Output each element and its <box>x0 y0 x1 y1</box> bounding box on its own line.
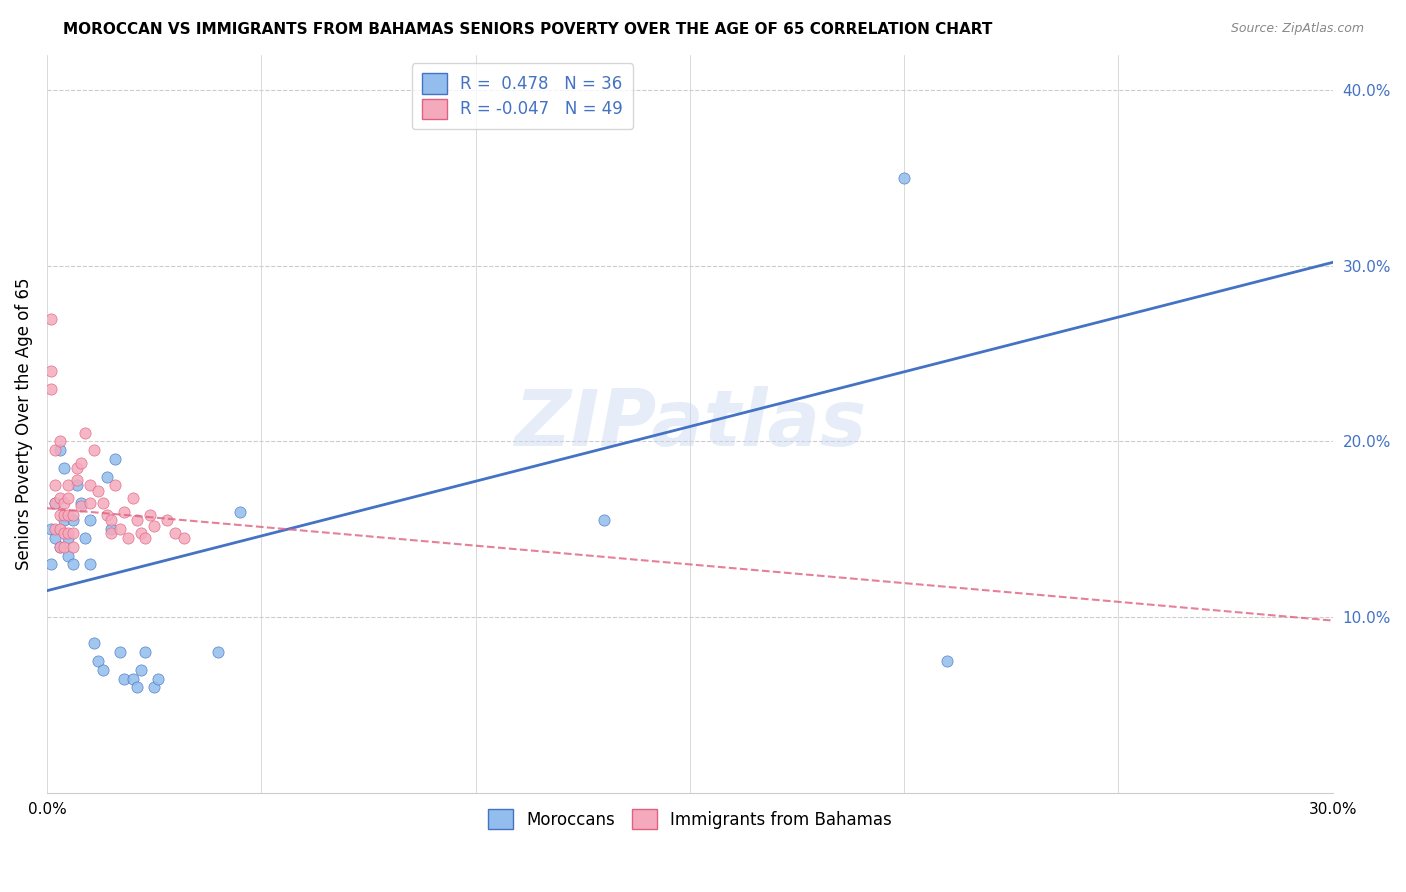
Point <box>134 645 156 659</box>
Point <box>112 505 135 519</box>
Point <box>593 513 616 527</box>
Point <box>48 508 70 523</box>
Point <box>58 491 80 505</box>
Point <box>70 496 93 510</box>
Point <box>91 496 114 510</box>
Point <box>156 513 179 527</box>
Point <box>129 663 152 677</box>
Point <box>62 525 84 540</box>
Point <box>58 549 80 563</box>
Y-axis label: Seniors Poverty Over the Age of 65: Seniors Poverty Over the Age of 65 <box>15 277 32 570</box>
Point <box>121 491 143 505</box>
Point <box>139 508 162 523</box>
Point <box>53 460 76 475</box>
Point <box>44 496 66 510</box>
Point <box>893 171 915 186</box>
Text: ZIPatlas: ZIPatlas <box>513 386 866 462</box>
Point <box>48 491 70 505</box>
Point <box>66 478 89 492</box>
Point <box>39 558 62 572</box>
Point <box>143 518 166 533</box>
Point <box>108 522 131 536</box>
Point <box>143 681 166 695</box>
Point <box>104 452 127 467</box>
Point <box>62 540 84 554</box>
Point <box>129 525 152 540</box>
Point <box>229 505 252 519</box>
Point <box>39 522 62 536</box>
Point <box>87 483 110 498</box>
Point <box>44 478 66 492</box>
Point <box>53 540 76 554</box>
Point <box>125 681 148 695</box>
Point <box>96 469 118 483</box>
Point <box>53 508 76 523</box>
Point <box>44 522 66 536</box>
Point <box>936 654 959 668</box>
Point <box>91 663 114 677</box>
Point <box>62 508 84 523</box>
Point <box>121 672 143 686</box>
Point <box>100 525 122 540</box>
Point <box>44 531 66 545</box>
Point <box>62 513 84 527</box>
Point <box>100 513 122 527</box>
Point <box>48 540 70 554</box>
Point <box>75 425 97 440</box>
Point <box>83 443 105 458</box>
Point <box>70 456 93 470</box>
Point <box>104 478 127 492</box>
Point <box>58 525 80 540</box>
Point <box>108 645 131 659</box>
Point <box>117 531 139 545</box>
Point <box>53 513 76 527</box>
Point <box>66 460 89 475</box>
Point <box>87 654 110 668</box>
Text: Source: ZipAtlas.com: Source: ZipAtlas.com <box>1230 22 1364 36</box>
Point <box>79 478 101 492</box>
Point <box>173 531 195 545</box>
Point <box>96 508 118 523</box>
Point <box>53 496 76 510</box>
Point <box>165 525 187 540</box>
Point <box>48 522 70 536</box>
Point <box>44 496 66 510</box>
Point <box>62 558 84 572</box>
Point <box>79 558 101 572</box>
Point <box>207 645 229 659</box>
Point <box>125 513 148 527</box>
Point <box>100 522 122 536</box>
Point <box>134 531 156 545</box>
Point <box>58 508 80 523</box>
Point <box>48 540 70 554</box>
Point <box>44 443 66 458</box>
Point <box>48 434 70 449</box>
Point <box>79 513 101 527</box>
Point <box>39 364 62 378</box>
Point <box>58 478 80 492</box>
Point <box>39 311 62 326</box>
Legend: Moroccans, Immigrants from Bahamas: Moroccans, Immigrants from Bahamas <box>481 802 898 836</box>
Point <box>83 636 105 650</box>
Text: MOROCCAN VS IMMIGRANTS FROM BAHAMAS SENIORS POVERTY OVER THE AGE OF 65 CORRELATI: MOROCCAN VS IMMIGRANTS FROM BAHAMAS SENI… <box>63 22 993 37</box>
Point <box>75 531 97 545</box>
Point <box>70 500 93 514</box>
Point <box>66 473 89 487</box>
Point <box>148 672 170 686</box>
Point <box>58 531 80 545</box>
Point <box>53 525 76 540</box>
Point <box>112 672 135 686</box>
Point <box>79 496 101 510</box>
Point <box>48 443 70 458</box>
Point <box>39 382 62 396</box>
